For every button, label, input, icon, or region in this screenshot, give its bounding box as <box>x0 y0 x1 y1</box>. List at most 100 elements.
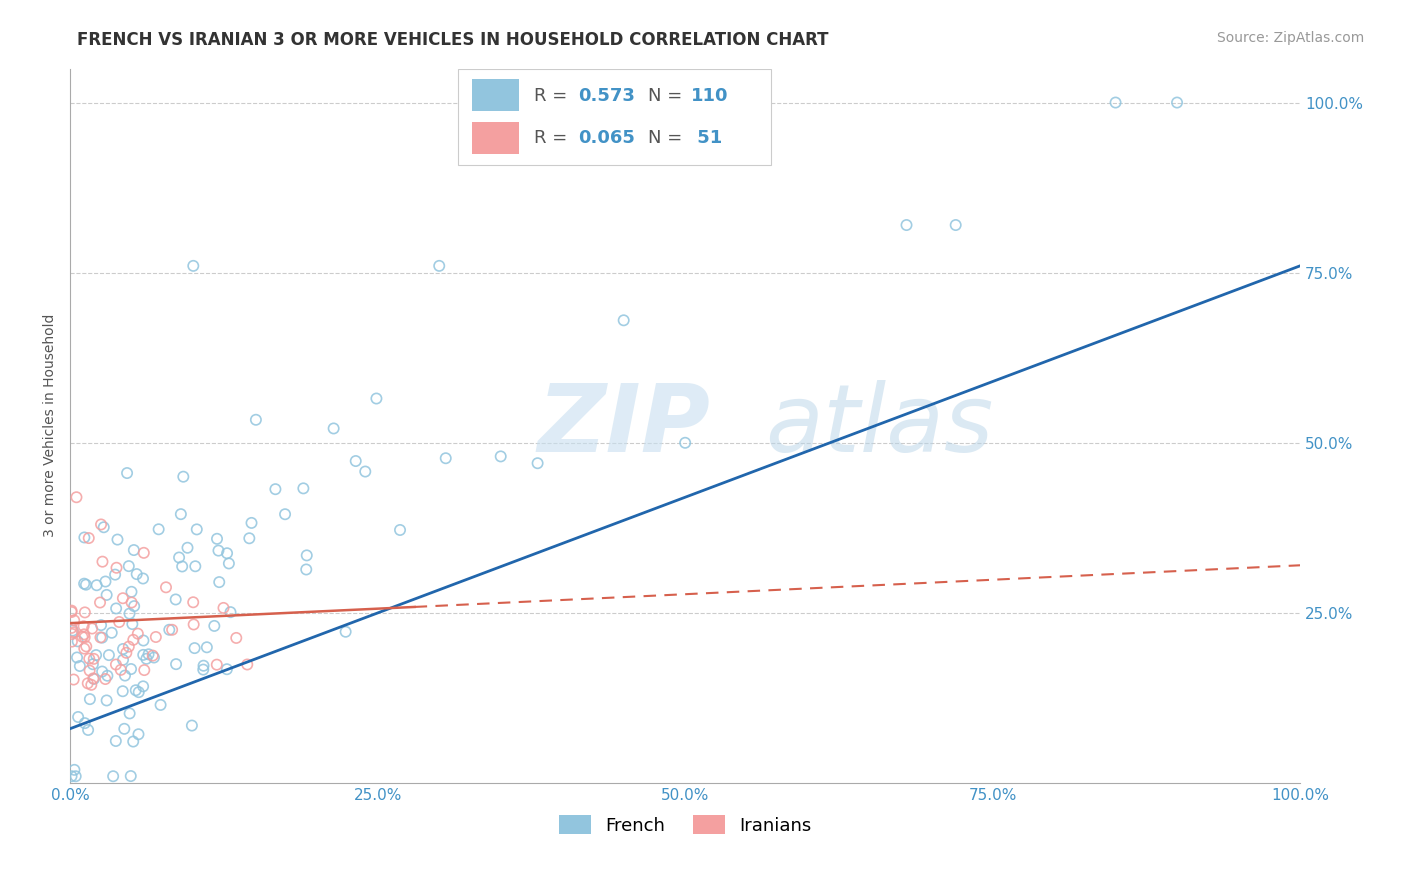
Point <box>238 531 260 545</box>
Point <box>83 672 105 686</box>
Point <box>128 685 150 699</box>
Point <box>96 693 118 707</box>
Point <box>125 567 148 582</box>
Point <box>218 557 240 571</box>
Point <box>121 617 143 632</box>
Point <box>79 664 101 678</box>
Point <box>122 632 145 647</box>
Point <box>127 727 149 741</box>
Point <box>121 584 143 599</box>
Point <box>434 451 457 466</box>
Point <box>148 522 170 536</box>
Point <box>111 684 134 698</box>
Point <box>104 734 127 748</box>
Point <box>82 657 104 672</box>
Point <box>65 490 87 504</box>
Point <box>135 652 157 666</box>
Point <box>63 763 86 777</box>
Point <box>91 631 114 645</box>
Point <box>264 482 287 496</box>
Point <box>122 543 145 558</box>
Text: 0.573: 0.573 <box>578 87 636 104</box>
Point <box>354 465 377 479</box>
Point <box>215 546 238 560</box>
Text: 110: 110 <box>692 87 728 104</box>
Point <box>120 769 142 783</box>
Point <box>295 562 318 576</box>
Point <box>110 663 132 677</box>
Point <box>101 769 124 783</box>
Point <box>73 716 96 731</box>
Point <box>132 679 155 693</box>
Point <box>76 676 98 690</box>
Point <box>172 469 194 483</box>
Point <box>111 591 134 606</box>
Point <box>366 392 388 406</box>
Point <box>75 640 97 654</box>
Text: FRENCH VS IRANIAN 3 OR MORE VEHICLES IN HOUSEHOLD CORRELATION CHART: FRENCH VS IRANIAN 3 OR MORE VEHICLES IN … <box>77 31 828 49</box>
Point <box>335 624 357 639</box>
Point <box>60 627 83 641</box>
Point <box>155 580 177 594</box>
Point <box>112 653 135 667</box>
Text: Source: ZipAtlas.com: Source: ZipAtlas.com <box>1216 31 1364 45</box>
Point <box>80 678 103 692</box>
Point <box>274 507 297 521</box>
Point <box>60 634 83 648</box>
Point <box>295 549 318 563</box>
Point <box>67 710 90 724</box>
Point <box>896 218 918 232</box>
Point <box>184 559 207 574</box>
Point <box>66 634 89 648</box>
Point <box>240 516 263 530</box>
Point <box>63 614 86 628</box>
Point <box>105 601 128 615</box>
Point <box>60 605 83 619</box>
Point <box>167 550 190 565</box>
Point <box>83 652 105 666</box>
Point <box>181 259 204 273</box>
Text: R =: R = <box>534 87 572 104</box>
Point <box>122 599 145 614</box>
Point <box>181 595 204 609</box>
Point <box>160 623 183 637</box>
Point <box>118 706 141 721</box>
Point <box>62 624 84 638</box>
Point <box>236 657 259 672</box>
Point <box>176 541 198 555</box>
Point <box>115 646 138 660</box>
Point <box>73 606 96 620</box>
Point <box>120 662 142 676</box>
Point <box>94 574 117 589</box>
Point <box>73 576 96 591</box>
Point <box>69 659 91 673</box>
Point <box>72 619 94 633</box>
Point <box>208 575 231 590</box>
Point <box>1104 95 1126 110</box>
Point <box>72 630 94 644</box>
Point <box>212 601 235 615</box>
Point <box>202 619 225 633</box>
Text: R =: R = <box>534 129 572 147</box>
Point <box>77 723 100 737</box>
Point <box>60 769 83 783</box>
Point <box>180 718 202 732</box>
Point <box>134 663 156 677</box>
Point <box>427 259 450 273</box>
Point <box>389 523 412 537</box>
Point <box>132 633 155 648</box>
Point <box>89 631 111 645</box>
Point <box>132 546 155 560</box>
Point <box>142 648 165 663</box>
Point <box>127 626 149 640</box>
Point <box>205 532 228 546</box>
Point <box>219 605 242 619</box>
Point <box>62 625 84 640</box>
Point <box>165 592 187 607</box>
Point <box>65 769 87 783</box>
Point <box>225 631 247 645</box>
Text: 0.065: 0.065 <box>578 129 636 147</box>
Point <box>90 517 112 532</box>
Point <box>77 651 100 665</box>
Point <box>172 559 194 574</box>
